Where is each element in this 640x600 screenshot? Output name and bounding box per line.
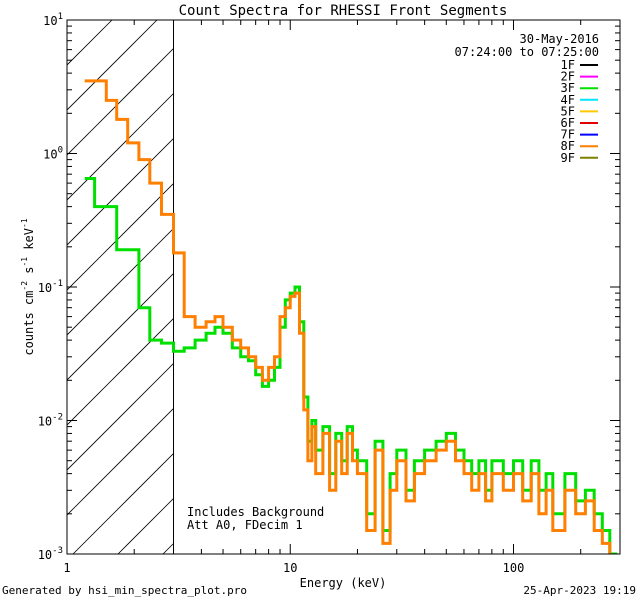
legend-label-6F: 6F [561,116,575,130]
y-tick-label: 100 [43,146,63,162]
y-tick-label: 101 [43,12,63,28]
observation-date: 30-May-2016 [520,32,599,46]
hatch-line [67,20,203,156]
y-tick-labels: 10-3 10-2 10-1 100 101 [38,12,63,562]
x-tick-label: 10 [283,561,297,575]
legend-label-4F: 4F [561,93,575,107]
annotation-attenuator: Att A0, FDecim 1 [187,518,303,532]
legend-label-3F: 3F [561,81,575,95]
y-label-exp: -2 [20,281,29,291]
y-tick-label: 10-3 [38,546,63,562]
legend-label-9F: 9F [561,151,575,165]
legend-label-1F: 1F [561,58,575,72]
legend-label-7F: 7F [561,128,575,142]
footer-generated-by: Generated by hsi_min_spectra_plot.pro [2,584,247,597]
y-tick-label: 10-1 [38,279,63,295]
y-label-part: s [22,267,36,281]
series-8F-line [84,79,612,554]
y-label-part: keV [22,228,36,257]
y-label-exp: -1 [20,218,29,228]
y-axis-label: counts cm-2 s-1 keV-1 [20,218,36,355]
chart-title: Count Spectra for RHESSI Front Segments [179,3,508,19]
hatch-line [67,20,248,201]
x-tick-label: 100 [503,561,525,575]
legend-label-8F: 8F [561,139,575,153]
x-tick-label: 1 [63,561,70,575]
hatch-line [67,20,158,111]
x-tick-labels: 1 10 100 [63,561,524,575]
y-tick-label: 10-2 [38,413,63,429]
time-range: 07:24:00 to 07:25:00 [455,45,600,59]
spectra-series [84,79,618,554]
footer-timestamp: 25-Apr-2023 19:19 [523,584,636,597]
legend-label-2F: 2F [561,70,575,84]
x-axis-label: Energy (keV) [300,576,387,590]
annotation-background: Includes Background [187,505,324,519]
axis-ticks [66,19,621,555]
legend-label-5F: 5F [561,104,575,118]
y-label-exp: -1 [20,257,29,267]
y-label-part: counts cm [22,291,36,356]
